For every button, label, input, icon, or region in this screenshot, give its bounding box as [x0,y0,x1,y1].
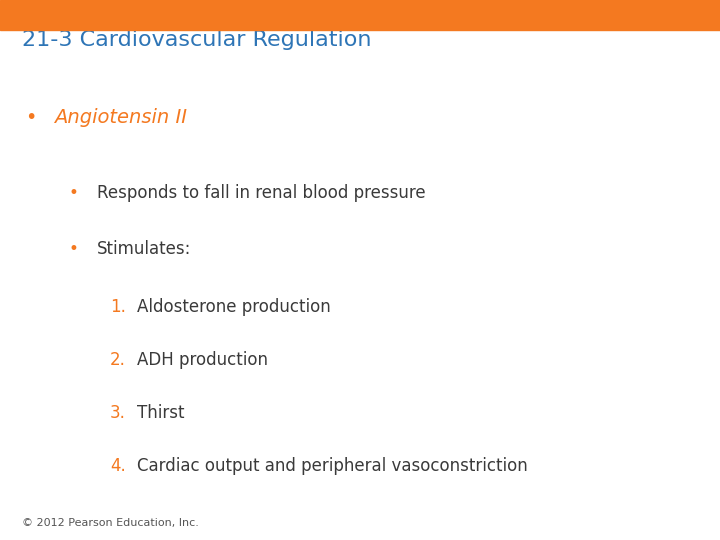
Text: •: • [68,184,78,201]
Text: 3.: 3. [110,404,126,422]
Text: 2.: 2. [110,351,126,369]
Text: Cardiac output and peripheral vasoconstriction: Cardiac output and peripheral vasoconstr… [137,457,528,475]
Text: 1.: 1. [110,298,126,316]
Text: Aldosterone production: Aldosterone production [137,298,330,316]
Text: Stimulates:: Stimulates: [97,240,192,258]
Text: ADH production: ADH production [137,351,268,369]
Text: Thirst: Thirst [137,404,184,422]
Text: Angiotensin II: Angiotensin II [54,108,187,127]
Text: © 2012 Pearson Education, Inc.: © 2012 Pearson Education, Inc. [22,518,199,528]
Text: Responds to fall in renal blood pressure: Responds to fall in renal blood pressure [97,184,426,201]
Text: •: • [68,240,78,258]
Text: •: • [25,108,37,127]
Text: 21-3 Cardiovascular Regulation: 21-3 Cardiovascular Regulation [22,30,371,50]
Text: 4.: 4. [110,457,126,475]
